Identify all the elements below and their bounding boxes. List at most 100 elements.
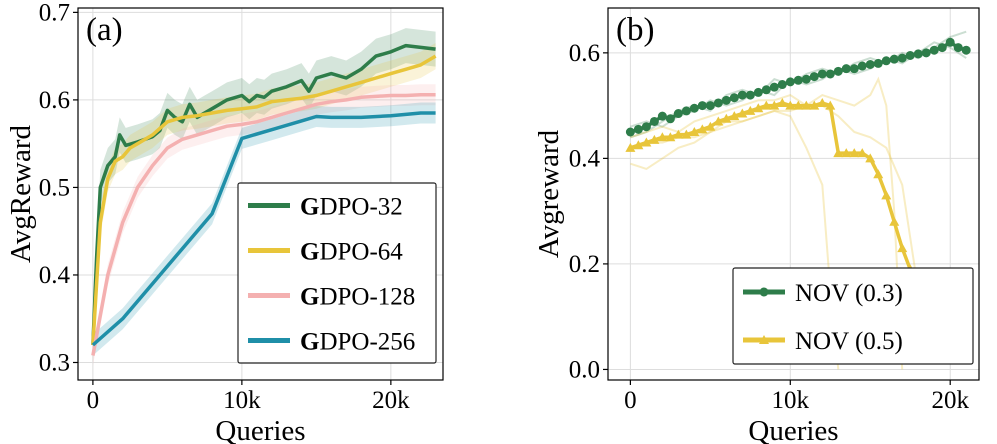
legend-label-rest: DPO-64 — [319, 239, 403, 266]
data-point — [857, 148, 868, 158]
data-point — [857, 61, 867, 71]
data-point — [817, 69, 827, 79]
data-point — [633, 124, 643, 134]
faint-run-line — [630, 104, 920, 291]
data-point — [897, 53, 907, 63]
data-point — [737, 108, 748, 118]
legend: NOV (0.3) NOV (0.5) — [732, 267, 974, 365]
legend-label: NOV (0.3) — [795, 280, 903, 307]
series-line — [629, 101, 920, 297]
data-point — [729, 111, 740, 121]
data-point — [641, 137, 652, 147]
data-point — [633, 140, 644, 150]
data-point — [929, 45, 939, 55]
data-point — [697, 101, 707, 111]
axes-frame — [607, 7, 980, 381]
data-point — [673, 109, 683, 119]
data-point — [793, 75, 803, 85]
x-tick-label: 10k — [223, 387, 261, 414]
data-point — [729, 93, 739, 103]
data-point — [689, 103, 699, 113]
series-line — [91, 43, 436, 346]
y-tick-label: 0.6 — [39, 87, 70, 114]
y-tick-label: 0.4 — [39, 262, 71, 289]
x-tick-label: 20k — [931, 387, 969, 414]
data-point — [753, 103, 764, 113]
plot-area — [91, 28, 437, 366]
data-point — [817, 97, 828, 107]
data-point — [897, 243, 908, 253]
faint-run-line — [630, 76, 904, 370]
legend-marker — [759, 335, 769, 344]
data-point — [849, 64, 859, 74]
faint-run-line — [630, 109, 840, 370]
data-point — [841, 148, 852, 158]
x-tick-label: 0 — [624, 387, 637, 414]
data-point — [681, 129, 692, 139]
data-point — [689, 127, 700, 136]
y-tick-label: 0.5 — [39, 174, 70, 201]
y-tick-label: 0.7 — [39, 0, 70, 26]
data-point — [913, 49, 923, 59]
legend-label-rest: DPO-32 — [319, 194, 402, 221]
y-tick-label: 0.4 — [569, 145, 601, 172]
data-point — [625, 127, 635, 137]
legend-label-rest: DPO-256 — [319, 329, 415, 356]
panel-b: 0 10k 20k 0.0 0.2 0.4 0.6 Queries Avgreward (b) NO… — [533, 7, 980, 444]
legend-label-initial: G — [300, 194, 319, 221]
data-point — [841, 64, 851, 74]
legend-label-initial: G — [300, 239, 319, 266]
x-tick-label: 10k — [772, 387, 810, 414]
data-point — [785, 77, 795, 87]
data-point — [777, 97, 788, 107]
data-point — [769, 100, 780, 110]
data-point — [793, 100, 804, 110]
x-tick-label: 20k — [372, 387, 410, 414]
data-point — [649, 116, 659, 126]
data-point — [849, 148, 860, 158]
data-point — [921, 48, 931, 58]
legend-label-initial: G — [300, 329, 319, 356]
data-point — [745, 105, 756, 115]
data-point — [737, 90, 747, 100]
data-point — [833, 66, 843, 76]
data-point — [665, 114, 675, 124]
y-tick-label: 0.3 — [39, 349, 70, 376]
legend-label: GDPO-256 — [300, 329, 415, 356]
data-point — [673, 129, 684, 139]
x-axis-label: Queries — [215, 415, 305, 444]
legend-label-rest: DPO-128 — [319, 284, 415, 311]
data-point — [705, 101, 715, 111]
data-point — [721, 113, 732, 123]
legend-label: GDPO-64 — [300, 239, 403, 266]
data-point — [873, 169, 884, 179]
series-line — [91, 92, 436, 356]
data-point — [721, 95, 731, 105]
data-point — [641, 122, 651, 132]
data-point — [873, 58, 883, 68]
data-point — [889, 216, 900, 226]
data-point — [681, 106, 691, 116]
data-point — [769, 82, 779, 92]
axes-frame — [77, 7, 444, 381]
data-point — [809, 100, 820, 110]
data-point — [713, 98, 723, 108]
panel-label: (a) — [86, 12, 123, 48]
data-point — [953, 43, 963, 53]
data-point — [697, 124, 708, 134]
data-point — [713, 116, 724, 126]
y-axis-label: AvgReward — [5, 125, 37, 263]
data-point — [625, 142, 636, 152]
series-line — [91, 111, 436, 347]
legend-box — [237, 182, 437, 364]
legend-label: GDPO-32 — [300, 194, 403, 221]
data-point — [657, 132, 668, 142]
data-point — [825, 69, 835, 79]
data-point — [745, 90, 755, 100]
x-tick-label: 0 — [87, 387, 100, 414]
data-point — [865, 59, 875, 69]
data-point — [945, 37, 955, 47]
data-point — [761, 85, 771, 95]
data-point — [657, 111, 667, 121]
